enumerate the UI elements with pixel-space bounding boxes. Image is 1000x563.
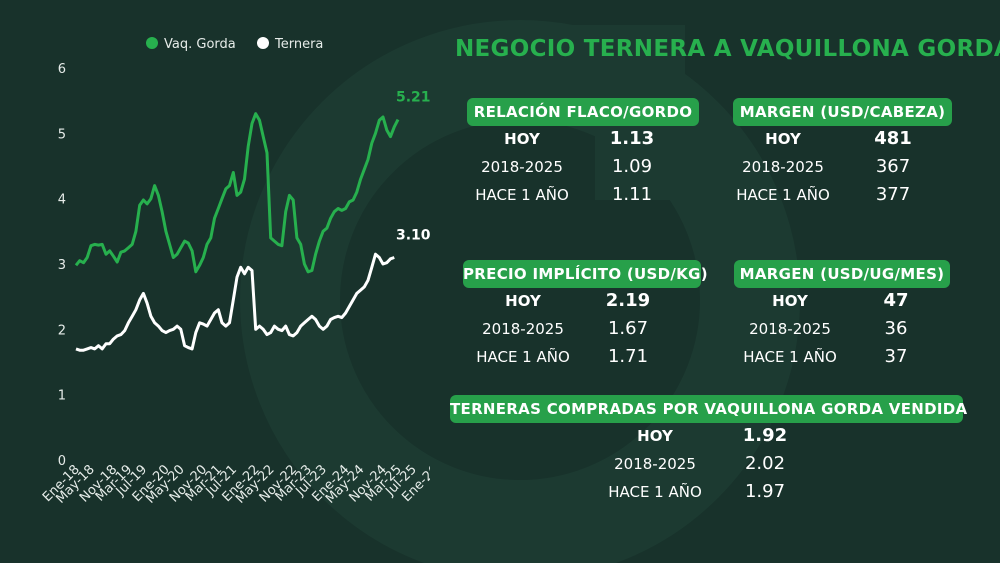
y-axis: 0 1 2 3 4 5 6	[58, 62, 66, 469]
panel-margen-cabeza-row-hace-1-ano: HACE 1 AÑO 377	[733, 183, 952, 207]
row-value: 2.02	[744, 453, 786, 474]
panel-margen-ug-row-hoy: HOY 47	[734, 289, 950, 313]
panel-margen-cabeza-title: MARGEN (USD/CABEZA)	[733, 98, 952, 126]
row-label: 2018-2025	[481, 158, 563, 176]
panel-margen-cabeza-row-hoy: HOY 481	[733, 127, 952, 151]
end-label-vaq-gorda: 5.21	[396, 90, 430, 106]
panel-relacion-row-hace-1-ano: HACE 1 AÑO 1.11	[467, 183, 699, 207]
row-label: HOY	[772, 292, 808, 310]
panel-relacion: RELACIÓN FLACO/GORDO HOY 1.13 2018-2025 …	[467, 98, 699, 208]
series-layer: 5.21 3.10	[74, 90, 430, 352]
panel-margen-cabeza: MARGEN (USD/CABEZA) HOY 481 2018-2025 36…	[733, 98, 952, 208]
panel-terneras-row-hace-1-ano: HACE 1 AÑO 1.97	[450, 480, 963, 504]
panel-margen-ug-title: MARGEN (USD/UG/MES)	[734, 260, 950, 288]
row-label: HOY	[765, 130, 801, 148]
row-value: 367	[875, 156, 911, 177]
panel-precio-row-hoy: HOY 2.19	[463, 289, 701, 313]
panel-terneras-title: TERNERAS COMPRADAS POR VAQUILLONA GORDA …	[450, 395, 967, 423]
row-value: 377	[875, 184, 911, 205]
row-label: HACE 1 AÑO	[736, 186, 830, 204]
chart-legend: Vaq. Gorda Ternera	[146, 37, 323, 52]
y-tick-label: 3	[58, 258, 66, 273]
row-label: 2018-2025	[749, 320, 831, 338]
panel-terneras-row-2018-2025: 2018-2025 2.02	[450, 452, 963, 476]
row-label: HOY	[505, 292, 541, 310]
row-label: HACE 1 AÑO	[608, 483, 702, 501]
panel-terneras: TERNERAS COMPRADAS POR VAQUILLONA GORDA …	[450, 395, 967, 507]
row-value: 37	[884, 346, 908, 367]
row-value: 1.97	[744, 481, 786, 502]
y-tick-label: 4	[58, 193, 66, 208]
panel-margen-ug: MARGEN (USD/UG/MES) HOY 47 2018-2025 36 …	[734, 260, 950, 370]
row-value: 2.19	[605, 290, 651, 311]
row-label: HOY	[637, 427, 673, 445]
row-value: 47	[883, 290, 909, 311]
panel-precio-row-hace-1-ano: HACE 1 AÑO 1.71	[463, 345, 701, 369]
legend-swatch-ternera	[257, 37, 269, 49]
row-label: HOY	[504, 130, 540, 148]
row-value: 1.71	[607, 346, 649, 367]
row-label: 2018-2025	[614, 455, 696, 473]
panel-terneras-row-hoy: HOY 1.92	[450, 424, 963, 448]
page-title: NEGOCIO TERNERA A VAQUILLONA GORDA	[455, 36, 1000, 62]
line-chart: Vaq. Gorda Ternera 0 1 2 3 4 5 6 Ene-18May-18N…	[40, 37, 430, 507]
panel-precio-title: PRECIO IMPLÍCITO (USD/KG)	[463, 260, 708, 288]
y-tick-label: 1	[58, 389, 66, 404]
row-value: 481	[874, 128, 912, 149]
legend-label-ternera: Ternera	[274, 37, 323, 52]
series-line-vaq-gorda	[74, 112, 400, 274]
panel-relacion-title: RELACIÓN FLACO/GORDO	[467, 98, 699, 126]
row-label: 2018-2025	[482, 320, 564, 338]
row-value: 1.13	[609, 128, 655, 149]
panel-margen-ug-row-hace-1-ano: HACE 1 AÑO 37	[734, 345, 950, 369]
series-line-ternera	[75, 252, 395, 352]
panel-margen-ug-row-2018-2025: 2018-2025 36	[734, 317, 950, 341]
panel-relacion-row-hoy: HOY 1.13	[467, 127, 699, 151]
y-tick-label: 0	[58, 454, 66, 469]
panel-relacion-row-2018-2025: 2018-2025 1.09	[467, 155, 699, 179]
panel-precio: PRECIO IMPLÍCITO (USD/KG) HOY 2.19 2018-…	[463, 260, 708, 370]
end-label-ternera: 3.10	[396, 227, 430, 243]
row-value: 1.11	[611, 184, 653, 205]
row-value: 36	[884, 318, 908, 339]
y-tick-label: 2	[58, 323, 66, 338]
row-value: 1.92	[742, 425, 788, 446]
row-label: HACE 1 AÑO	[476, 348, 570, 366]
row-label: HACE 1 AÑO	[475, 186, 569, 204]
y-tick-label: 5	[58, 127, 66, 142]
row-label: HACE 1 AÑO	[743, 348, 837, 366]
legend-label-vaq-gorda: Vaq. Gorda	[164, 37, 236, 52]
row-value: 1.09	[611, 156, 653, 177]
x-axis: Ene-18May-18Nov-18Mar-19Jul-19Ene-20May-…	[40, 462, 430, 506]
y-tick-label: 6	[58, 62, 66, 77]
panel-margen-cabeza-row-2018-2025: 2018-2025 367	[733, 155, 952, 179]
panel-precio-row-2018-2025: 2018-2025 1.67	[463, 317, 701, 341]
legend-swatch-vaq-gorda	[146, 37, 158, 49]
row-label: 2018-2025	[742, 158, 824, 176]
row-value: 1.67	[607, 318, 649, 339]
